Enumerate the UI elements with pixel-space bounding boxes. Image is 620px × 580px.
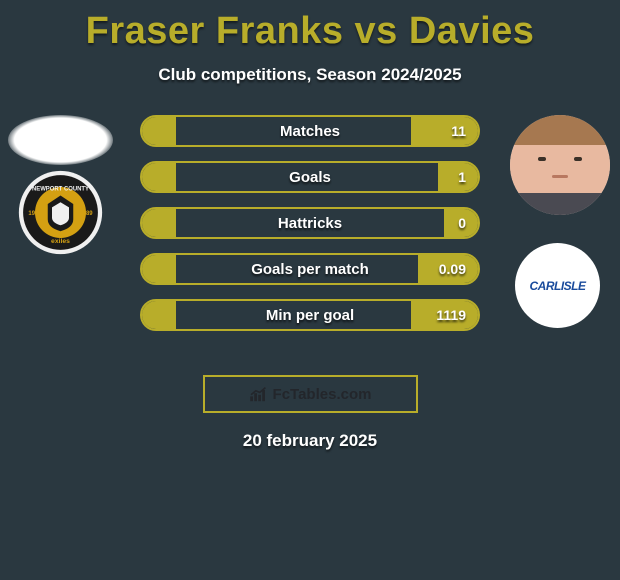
- newport-badge-icon: NEWPORT COUNTY 1912 1989 exiles: [18, 170, 103, 255]
- svg-text:exiles: exiles: [51, 238, 70, 245]
- stats-list: Matches 11 Goals 1 Hattricks 0 Goals per match…: [140, 115, 480, 345]
- stat-row: Min per goal 1119: [140, 299, 480, 331]
- player-left-avatar: [8, 115, 113, 165]
- stat-label: Hattricks: [278, 215, 342, 232]
- stat-fill-left: [142, 117, 176, 145]
- brand-text: FcTables.com: [273, 386, 372, 403]
- svg-text:NEWPORT COUNTY: NEWPORT COUNTY: [32, 186, 89, 192]
- svg-text:1912: 1912: [28, 211, 42, 217]
- stat-label: Goals: [289, 169, 331, 186]
- svg-text:1989: 1989: [79, 211, 93, 217]
- stat-value-right: 11: [451, 123, 466, 139]
- stat-row: Goals 1: [140, 161, 480, 193]
- face-icon: [510, 115, 610, 215]
- stat-fill-left: [142, 163, 176, 191]
- stat-fill-left: [142, 255, 176, 283]
- brand-link[interactable]: FcTables.com: [203, 375, 418, 413]
- stat-value-right: 0.09: [439, 261, 466, 277]
- comparison-panel: NEWPORT COUNTY 1912 1989 exiles CARLISLE…: [0, 115, 620, 365]
- chart-icon: [249, 386, 269, 402]
- stat-fill-left: [142, 301, 176, 329]
- stat-label: Goals per match: [251, 261, 369, 278]
- stat-row: Hattricks 0: [140, 207, 480, 239]
- stat-value-right: 0: [458, 215, 466, 231]
- subtitle: Club competitions, Season 2024/2025: [0, 65, 620, 85]
- stat-fill-right: [411, 117, 478, 145]
- stat-value-right: 1: [458, 169, 466, 185]
- stat-value-right: 1119: [436, 307, 466, 323]
- stat-row: Matches 11: [140, 115, 480, 147]
- stat-label: Matches: [280, 123, 340, 140]
- club-left-badge: NEWPORT COUNTY 1912 1989 exiles: [18, 170, 103, 255]
- stat-label: Min per goal: [266, 307, 354, 324]
- stat-fill-left: [142, 209, 176, 237]
- player-right-avatar: [510, 115, 610, 215]
- date-label: 20 february 2025: [0, 431, 620, 451]
- club-right-badge: CARLISLE: [515, 243, 600, 328]
- carlisle-badge-text: CARLISLE: [530, 279, 586, 293]
- page-title: Fraser Franks vs Davies: [0, 0, 620, 53]
- stat-row: Goals per match 0.09: [140, 253, 480, 285]
